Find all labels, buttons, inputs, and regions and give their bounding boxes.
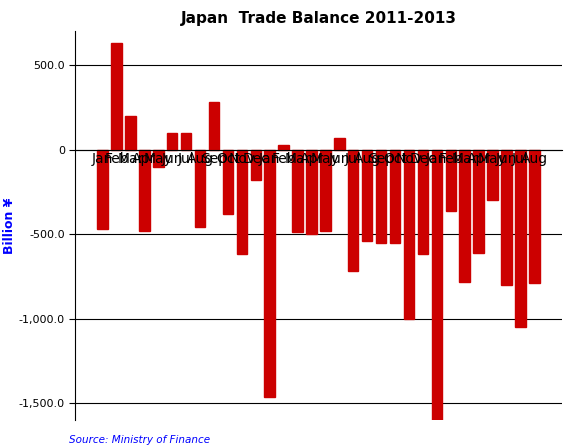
Bar [251, 150, 261, 180]
Bar [431, 150, 442, 425]
Bar [125, 116, 135, 150]
Bar [501, 150, 512, 285]
Bar [488, 150, 498, 200]
Bar [278, 144, 289, 150]
Bar [376, 150, 386, 243]
Bar [209, 102, 219, 150]
Bar [237, 150, 247, 254]
Bar [390, 150, 400, 243]
Title: Japan  Trade Balance 2011-2013: Japan Trade Balance 2011-2013 [181, 11, 456, 26]
Bar [362, 150, 372, 241]
Text: Source: Ministry of Finance: Source: Ministry of Finance [69, 434, 211, 444]
Bar [292, 150, 303, 232]
Y-axis label: Billion ¥: Billion ¥ [3, 198, 16, 254]
Bar [474, 150, 484, 253]
Bar [111, 43, 122, 150]
Bar [153, 150, 163, 167]
Bar [167, 133, 177, 150]
Bar [404, 150, 414, 319]
Bar [417, 150, 428, 254]
Bar [320, 150, 331, 231]
Bar [445, 150, 456, 211]
Bar [97, 150, 108, 229]
Bar [334, 138, 345, 150]
Bar [139, 150, 149, 231]
Bar [265, 150, 275, 396]
Bar [223, 150, 233, 214]
Bar [195, 150, 206, 228]
Bar [460, 150, 470, 282]
Bar [515, 150, 526, 327]
Bar [348, 150, 358, 271]
Bar [306, 150, 317, 234]
Bar [181, 133, 192, 150]
Bar [529, 150, 540, 283]
